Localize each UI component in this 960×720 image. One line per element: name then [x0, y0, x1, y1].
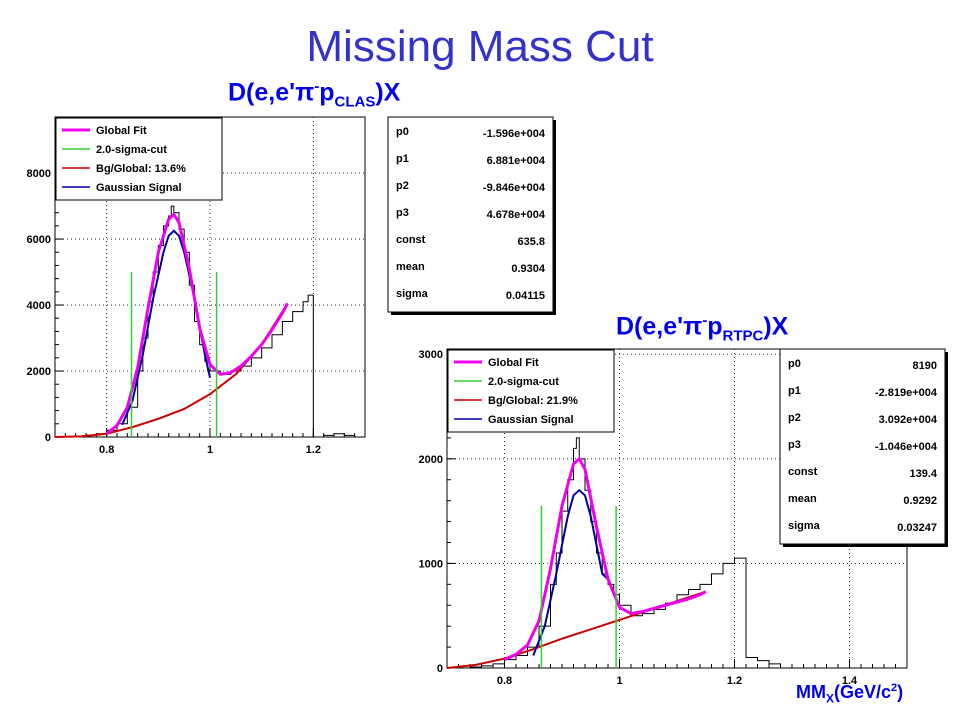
stats-name: p2: [396, 180, 409, 192]
plot-title-clas-sup: -: [314, 78, 320, 95]
y-tick-label: 1000: [419, 558, 443, 570]
y-tick-label: 6000: [27, 234, 51, 246]
plot-title-clas-end: )X: [375, 78, 401, 107]
y-tick-label: 2000: [419, 454, 443, 466]
stats-name: mean: [788, 493, 817, 505]
x-axis-label-mid: (GeV/c: [834, 682, 892, 702]
stats-value: -9.846e+004: [483, 182, 546, 194]
stats-box: [387, 116, 554, 313]
legend-label: Global Fit: [96, 125, 147, 137]
legend-label: Bg/Global: 21.9%: [488, 395, 578, 407]
stats-name: p0: [788, 358, 801, 370]
stats-name: const: [396, 234, 426, 246]
stats-value: 139.4: [909, 468, 937, 480]
x-tick-label: 0.8: [497, 675, 512, 687]
legend-label: Bg/Global: 13.6%: [96, 163, 186, 175]
x-tick-label: 1.2: [306, 444, 321, 456]
y-tick-label: 0: [437, 663, 443, 675]
stats-value: 0.04115: [506, 290, 545, 302]
stats-value: -1.596e+004: [483, 128, 546, 140]
stats-name: p1: [396, 153, 409, 165]
stats-value: -2.819e+004: [875, 387, 938, 399]
plot-title-rtpc: D(e,e'π-pRTPC)X: [616, 312, 788, 344]
stats-name: sigma: [396, 288, 429, 300]
stats-name: p3: [788, 439, 801, 451]
histogram-series: [447, 437, 792, 669]
stats-name: p0: [396, 126, 409, 138]
x-tick-label: 1: [207, 444, 213, 456]
stats-value: -1.046e+004: [875, 441, 938, 453]
plot-title-rtpc-sub: RTPC: [722, 327, 764, 345]
x-axis-label-main: MM: [796, 682, 826, 702]
stats-name: p3: [396, 207, 409, 219]
y-tick-label: 2000: [27, 366, 51, 378]
stats-name: sigma: [788, 520, 821, 532]
plot-title-rtpc-end: )X: [763, 312, 789, 341]
x-tick-label: 1.2: [727, 675, 742, 687]
x-tick-label: 0.8: [99, 444, 114, 456]
legend-label: 2.0-sigma-cut: [96, 144, 167, 156]
y-tick-label: 4000: [27, 300, 51, 312]
x-axis-label-sup: 2: [891, 682, 898, 694]
plot-title-clas-p: p: [319, 78, 335, 107]
global-fit-line: [105, 211, 289, 435]
plot-title-rtpc-p: p: [707, 312, 723, 341]
stats-name: p2: [788, 412, 801, 424]
legend-label: Global Fit: [488, 357, 539, 369]
chart-panel-1: 0.8 1 1.2 1.4 0 1000 2000 3000 Global Fit 2.0-sig…: [419, 348, 948, 687]
x-axis-label-rtpc: MMX(GeV/c2): [796, 682, 903, 706]
stats-value: 8190: [913, 360, 937, 372]
stats-value: 6.881e+004: [487, 155, 546, 167]
chart-panel-0: 0.8 1 1.2 0 2000 4000 6000 8000 Global Fit 2.0-si…: [27, 116, 556, 456]
plot-title-rtpc-sup: -: [702, 312, 708, 329]
x-axis-label-end: ): [897, 682, 904, 702]
plot-title-clas: D(e,e'π-pCLAS)X: [228, 78, 400, 110]
legend-label: Gaussian Signal: [96, 182, 182, 194]
stats-value: 3.092e+004: [879, 414, 938, 426]
stats-value: 0.03247: [897, 522, 937, 534]
y-tick-label: 0: [45, 432, 51, 444]
stats-value: 0.9304: [511, 263, 546, 275]
stats-name: p1: [788, 385, 801, 397]
slide-title: Missing Mass Cut: [306, 22, 654, 71]
plot-title-rtpc-main: D(e,e'π: [616, 312, 703, 341]
x-axis-label-sub: X: [826, 691, 835, 706]
plot-title-clas-main: D(e,e'π: [228, 78, 315, 107]
y-tick-label: 3000: [419, 349, 443, 361]
stats-value: 635.8: [517, 236, 545, 248]
x-tick-label: 1: [616, 675, 622, 687]
y-tick-label: 8000: [27, 168, 51, 180]
x-tick-label: 1.4: [842, 675, 858, 687]
plot-title-clas-sub: CLAS: [334, 93, 376, 111]
stats-name: const: [788, 466, 818, 478]
stats-name: mean: [396, 261, 425, 273]
legend-label: Gaussian Signal: [488, 414, 574, 426]
stats-value: 0.9292: [903, 495, 937, 507]
gaussian-signal-line: [532, 488, 609, 656]
legend-label: 2.0-sigma-cut: [488, 376, 559, 388]
stats-value: 4.678e+004: [487, 209, 546, 221]
stats-box: [779, 348, 946, 545]
